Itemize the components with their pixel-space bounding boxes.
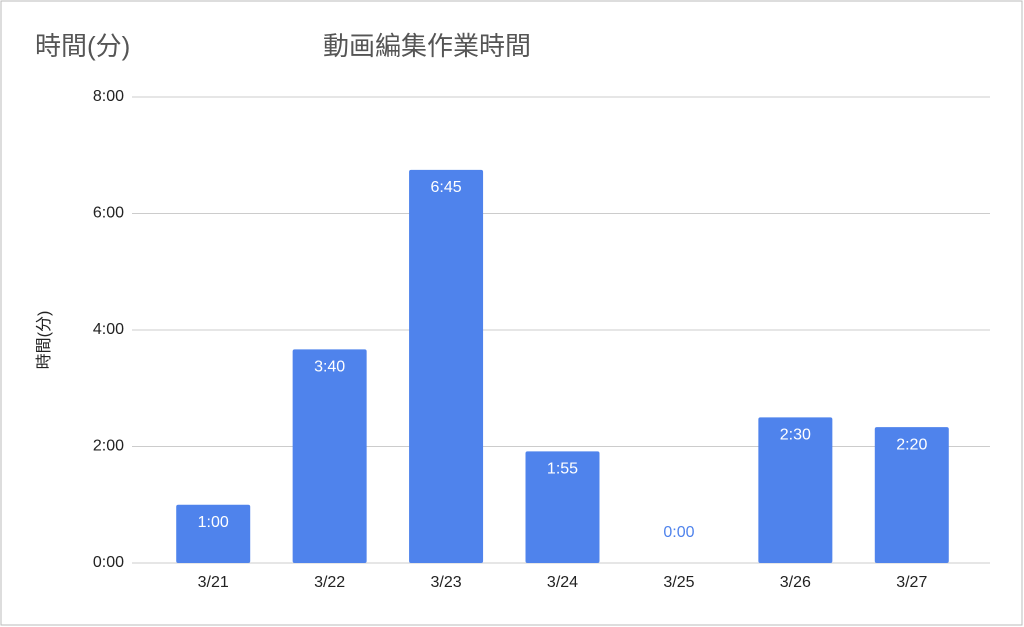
bar bbox=[758, 417, 833, 563]
value-label: 3:40 bbox=[314, 359, 345, 376]
y-axis-title: 時間(分) bbox=[35, 311, 53, 370]
bar bbox=[292, 349, 367, 563]
x-tick-label: 3/21 bbox=[198, 574, 229, 591]
value-label: 2:30 bbox=[780, 427, 811, 444]
bar bbox=[525, 451, 600, 563]
value-label: 6:45 bbox=[431, 179, 462, 196]
x-tick-label: 3/22 bbox=[314, 574, 345, 591]
bar bbox=[409, 169, 484, 563]
value-label: 0:00 bbox=[663, 524, 694, 541]
x-tick-label: 3/26 bbox=[780, 574, 811, 591]
x-tick-label: 3/23 bbox=[431, 574, 462, 591]
bar bbox=[874, 427, 949, 563]
chart-title: 動画編集作業時間 bbox=[323, 31, 531, 61]
value-label: 1:00 bbox=[198, 514, 229, 531]
value-label: 1:55 bbox=[547, 461, 578, 478]
value-label: 2:20 bbox=[896, 436, 927, 453]
y-tick-label: 4:00 bbox=[93, 321, 124, 338]
annotation: 時間(分) bbox=[35, 31, 130, 61]
y-tick-label: 0:00 bbox=[93, 554, 124, 571]
bar bbox=[176, 504, 251, 563]
x-tick-label: 3/27 bbox=[896, 574, 927, 591]
y-tick-label: 8:00 bbox=[93, 88, 124, 105]
y-tick-label: 2:00 bbox=[93, 438, 124, 455]
y-tick-label: 6:00 bbox=[93, 205, 124, 222]
x-tick-label: 3/25 bbox=[663, 574, 694, 591]
x-tick-label: 3/24 bbox=[547, 574, 578, 591]
